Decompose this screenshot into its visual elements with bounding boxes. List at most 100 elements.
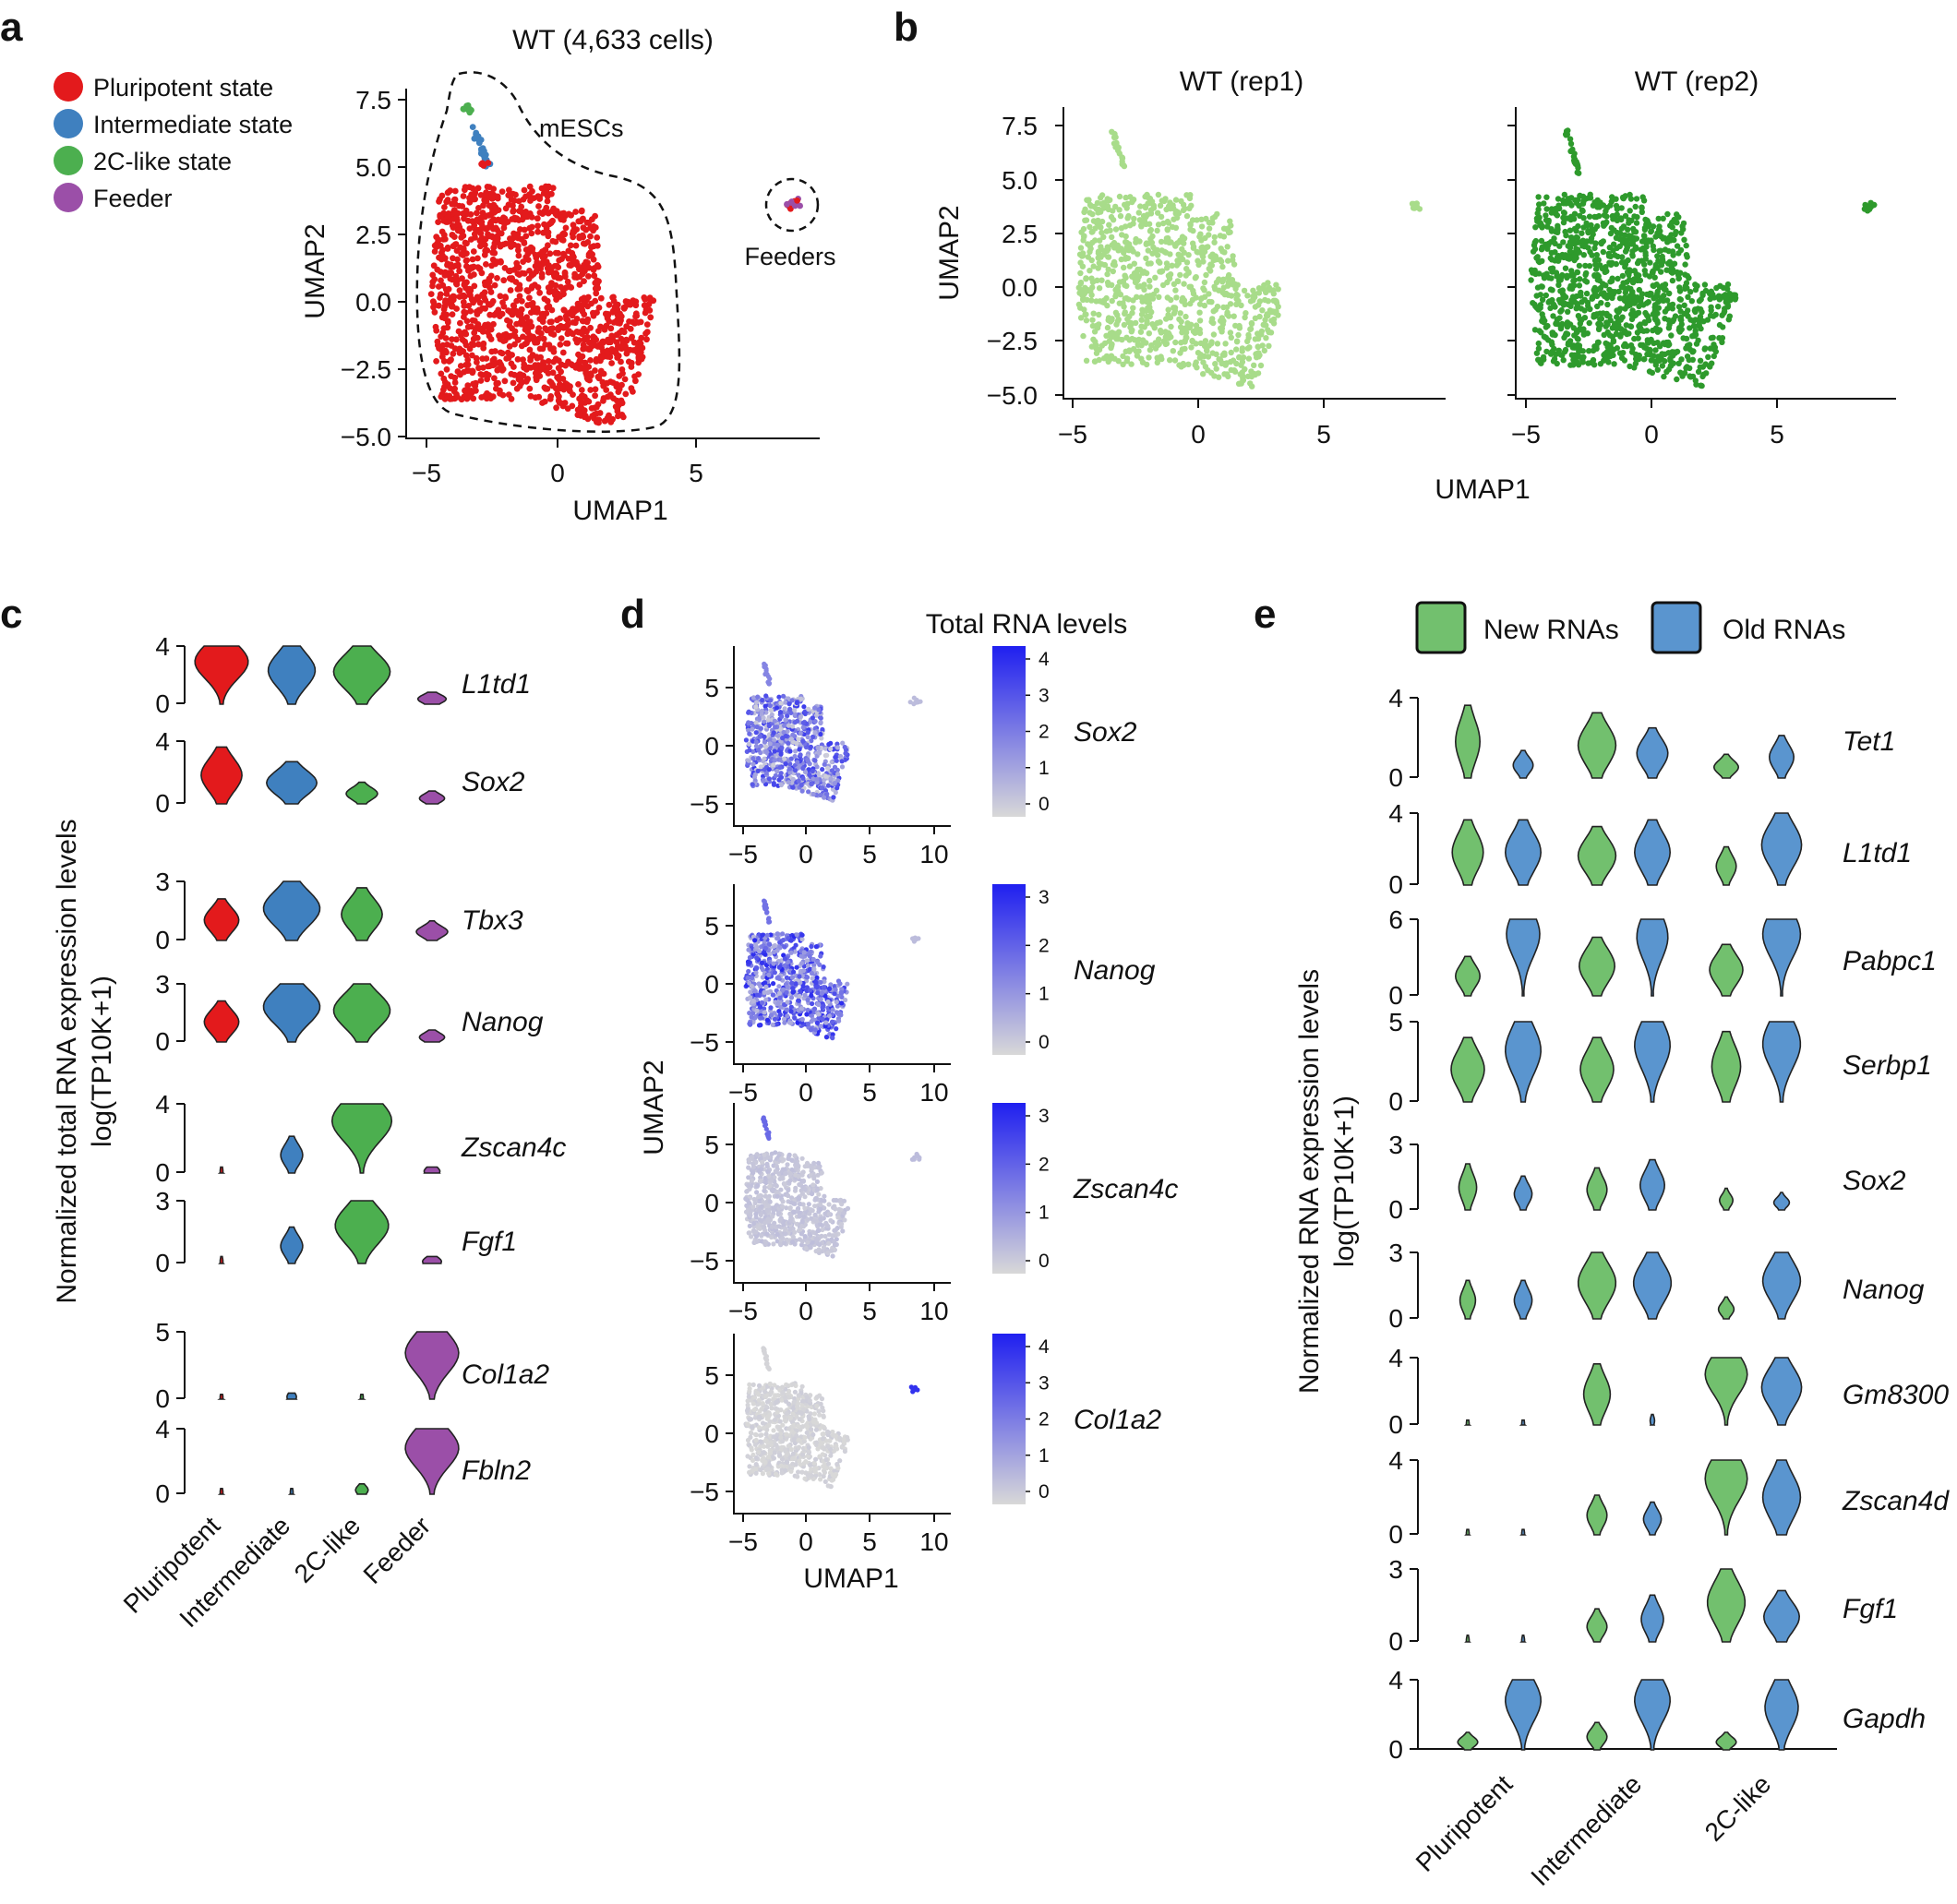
panel-b-point xyxy=(1122,295,1128,302)
panel-b-point xyxy=(1082,217,1088,223)
panel-b-rep2-axes xyxy=(1515,107,1896,400)
panel-b-point xyxy=(1654,317,1661,324)
panel-a-point-pluripotent xyxy=(630,297,637,305)
panel-d-point xyxy=(788,1009,794,1014)
panel-d-point xyxy=(796,778,801,784)
panel-d-point xyxy=(798,752,803,758)
panel-b-point xyxy=(1101,355,1108,362)
violin-tbx3-pluripotent xyxy=(203,898,240,941)
panel-a-point-pluripotent xyxy=(582,226,590,234)
panel-b-point xyxy=(1109,297,1115,305)
panel-d-point xyxy=(763,693,769,699)
panel-b-point xyxy=(1144,361,1150,368)
panel-a-point-pluripotent xyxy=(507,235,513,242)
panel-b-point xyxy=(1232,322,1239,329)
panel-b-point xyxy=(1618,354,1626,361)
panel-b-point xyxy=(1646,292,1652,298)
panel-a-point-pluripotent xyxy=(553,404,559,412)
panel-a-point-pluripotent xyxy=(467,307,474,315)
panel-d-point xyxy=(758,1008,763,1013)
panel-b-point xyxy=(1555,196,1562,202)
panel-c-category-label: 2C-like xyxy=(289,1511,366,1588)
panel-a-point-pluripotent xyxy=(524,302,531,309)
panel-b-point xyxy=(1674,376,1680,383)
panel-b-point xyxy=(1528,277,1534,283)
panel-d-point xyxy=(833,790,838,796)
panel-a-point-pluripotent xyxy=(460,210,466,217)
panel-d-point xyxy=(771,943,776,950)
panel-b-point xyxy=(1113,321,1120,328)
panel-d-colorbar-label: 1 xyxy=(1039,758,1050,779)
panel-b-point xyxy=(1699,382,1705,389)
panel-a-point-pluripotent xyxy=(486,332,493,340)
panel-d-point xyxy=(843,750,848,756)
panel-a-point-pluripotent xyxy=(498,230,505,237)
panel-b-xtick-label: 5 xyxy=(1316,420,1331,449)
panel-d-point xyxy=(817,750,822,756)
panel-a-point-pluripotent xyxy=(546,318,554,326)
panel-b-point xyxy=(1266,329,1272,336)
panel-label-e: e xyxy=(1254,592,1276,637)
panel-a-point-feeder xyxy=(788,198,795,205)
panel-b-point xyxy=(1654,366,1662,373)
panel-b-point xyxy=(1687,374,1694,380)
panel-d-point xyxy=(810,715,816,721)
panel-b-point xyxy=(1623,322,1630,329)
panel-b-point xyxy=(1141,281,1147,288)
panel-b-point xyxy=(1228,334,1235,341)
panel-a-point-pluripotent xyxy=(571,270,578,278)
panel-b-point xyxy=(1120,162,1127,169)
panel-b-point xyxy=(1211,239,1218,245)
panel-a-point-pluripotent xyxy=(533,336,540,343)
panel-b-point xyxy=(1135,336,1143,343)
panel-b-point xyxy=(1671,216,1677,223)
panel-b-point xyxy=(1690,323,1698,329)
panel-d-point xyxy=(788,736,794,742)
panel-b-point xyxy=(1122,272,1128,279)
panel-d-point xyxy=(781,729,786,736)
panel-d-point xyxy=(753,730,759,736)
panel-b-point xyxy=(1611,361,1617,367)
panel-b-point xyxy=(1677,316,1684,323)
panel-a-ytick-label: 0.0 xyxy=(355,288,391,317)
panel-d-ytick-label: −5 xyxy=(690,790,719,819)
panel-d-point xyxy=(795,760,800,765)
panel-a-ylabel: UMAP2 xyxy=(300,223,330,318)
panel-b-point xyxy=(1195,261,1202,269)
panel-b-point xyxy=(1244,345,1252,352)
panel-b-point xyxy=(1539,296,1546,303)
panel-b-point xyxy=(1180,207,1187,214)
panel-a-point-pluripotent xyxy=(591,334,598,341)
panel-b-point xyxy=(1645,299,1652,305)
panel-d-point xyxy=(815,771,821,776)
panel-a-point-pluripotent xyxy=(564,310,571,317)
panel-b-point xyxy=(1239,345,1246,352)
panel-b-point xyxy=(1090,336,1097,342)
legend-label-2c-like: 2C-like state xyxy=(93,148,232,175)
panel-b-point xyxy=(1225,257,1231,264)
panel-b-point xyxy=(1123,223,1129,230)
panel-b-point xyxy=(1183,329,1190,336)
panel-a-point-pluripotent xyxy=(570,330,576,338)
panel-b-point xyxy=(1610,247,1616,254)
panel-b-point xyxy=(1131,260,1138,267)
panel-b-point xyxy=(1535,270,1543,277)
panel-b-point xyxy=(1255,343,1261,350)
panel-b-point xyxy=(1592,261,1599,268)
panel-a-point-pluripotent xyxy=(507,318,513,326)
panel-b-point xyxy=(1636,257,1642,264)
panel-d-point xyxy=(809,781,814,787)
violin-l1td1-pluripotent xyxy=(194,645,249,705)
panel-b-point xyxy=(1543,194,1550,200)
panel-a-point-pluripotent xyxy=(511,308,519,316)
panel-a-point-pluripotent xyxy=(516,271,522,278)
panel-b-point xyxy=(1141,286,1147,293)
panel-a-point-pluripotent xyxy=(441,204,448,210)
panel-a-point-pluripotent xyxy=(616,373,623,379)
panel-a-point-pluripotent xyxy=(582,335,589,341)
panel-c-ylabel: Normalized total RNA expression levels xyxy=(52,819,82,1303)
panel-d-point xyxy=(778,751,784,757)
panel-b-point xyxy=(1669,349,1675,355)
panel-b-point xyxy=(1219,352,1227,358)
panel-b-point xyxy=(1701,281,1709,288)
